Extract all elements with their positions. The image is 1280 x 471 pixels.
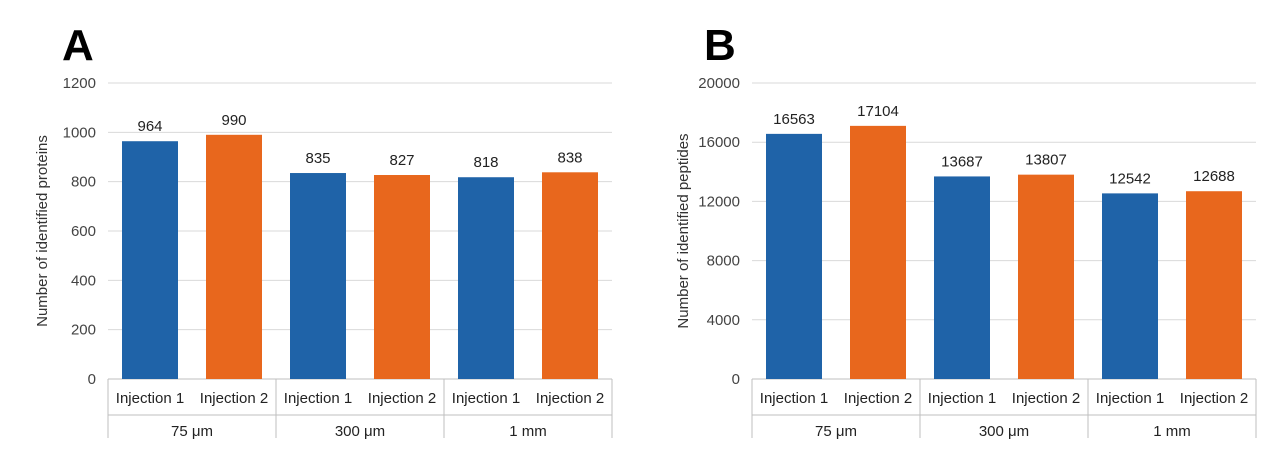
x-category-label: Injection 2 bbox=[1180, 390, 1248, 407]
x-category-label: Injection 2 bbox=[1012, 390, 1080, 407]
data-label: 827 bbox=[389, 152, 414, 169]
data-label: 13807 bbox=[1025, 152, 1067, 169]
data-label: 990 bbox=[221, 112, 246, 129]
data-label: 13687 bbox=[941, 153, 983, 170]
chart-panel-b: B 0 4000 8000 12000 16000 20000 Number of ident… bbox=[675, 21, 1257, 440]
x-group-label: 75 μm bbox=[815, 423, 857, 440]
y-tick-label: 1000 bbox=[63, 124, 96, 141]
x-group-label: 75 μm bbox=[171, 423, 213, 440]
bar bbox=[766, 133, 822, 379]
y-tick-label: 16000 bbox=[698, 134, 740, 151]
panel-letter: A bbox=[62, 21, 94, 70]
data-label: 12542 bbox=[1109, 170, 1151, 187]
y-tick-label: 400 bbox=[71, 272, 96, 289]
bar bbox=[1186, 191, 1242, 379]
y-tick-label: 0 bbox=[88, 371, 96, 388]
bar bbox=[1102, 193, 1158, 379]
panel-letter: B bbox=[704, 21, 736, 70]
bar bbox=[542, 172, 598, 379]
y-tick-label: 1200 bbox=[63, 75, 96, 92]
y-tick-label: 8000 bbox=[707, 253, 740, 270]
x-group-label: 1 mm bbox=[509, 423, 547, 440]
x-category-label: Injection 1 bbox=[928, 390, 996, 407]
y-tick-label: 600 bbox=[71, 223, 96, 240]
bar bbox=[122, 141, 178, 379]
data-label: 17104 bbox=[857, 103, 899, 120]
x-category-label: Injection 2 bbox=[368, 390, 436, 407]
x-group-label: 300 μm bbox=[979, 423, 1029, 440]
x-category-label: Injection 1 bbox=[116, 390, 184, 407]
y-tick-label: 4000 bbox=[707, 312, 740, 329]
y-axis-title: Number of identified proteins bbox=[34, 135, 51, 327]
bar bbox=[1018, 174, 1074, 379]
y-tick-label: 12000 bbox=[698, 193, 740, 210]
bar bbox=[934, 176, 990, 379]
bar bbox=[290, 173, 346, 379]
x-category-label: Injection 1 bbox=[284, 390, 352, 407]
x-category-label: Injection 1 bbox=[760, 390, 828, 407]
chart-panel-a: A 0 200 400 600 800 1000 1200 Number of identifi… bbox=[34, 21, 613, 440]
y-tick-label: 0 bbox=[732, 371, 740, 388]
y-axis-title: Number of identified peptides bbox=[675, 133, 692, 328]
data-label: 838 bbox=[557, 149, 582, 166]
x-category-label: Injection 2 bbox=[200, 390, 268, 407]
y-tick-label: 800 bbox=[71, 174, 96, 191]
data-label: 16563 bbox=[773, 111, 815, 128]
data-label: 964 bbox=[137, 118, 162, 135]
bar bbox=[206, 134, 262, 379]
x-group-label: 1 mm bbox=[1153, 423, 1191, 440]
bar bbox=[374, 175, 430, 379]
x-category-label: Injection 1 bbox=[1096, 390, 1164, 407]
x-category-label: Injection 2 bbox=[536, 390, 604, 407]
x-category-label: Injection 1 bbox=[452, 390, 520, 407]
bar bbox=[850, 125, 906, 379]
y-tick-label: 200 bbox=[71, 322, 96, 339]
bar bbox=[458, 177, 514, 379]
x-category-label: Injection 2 bbox=[844, 390, 912, 407]
data-label: 12688 bbox=[1193, 168, 1235, 185]
x-group-label: 300 μm bbox=[335, 423, 385, 440]
data-label: 835 bbox=[305, 150, 330, 167]
data-label: 818 bbox=[473, 154, 498, 171]
y-tick-label: 20000 bbox=[698, 75, 740, 92]
